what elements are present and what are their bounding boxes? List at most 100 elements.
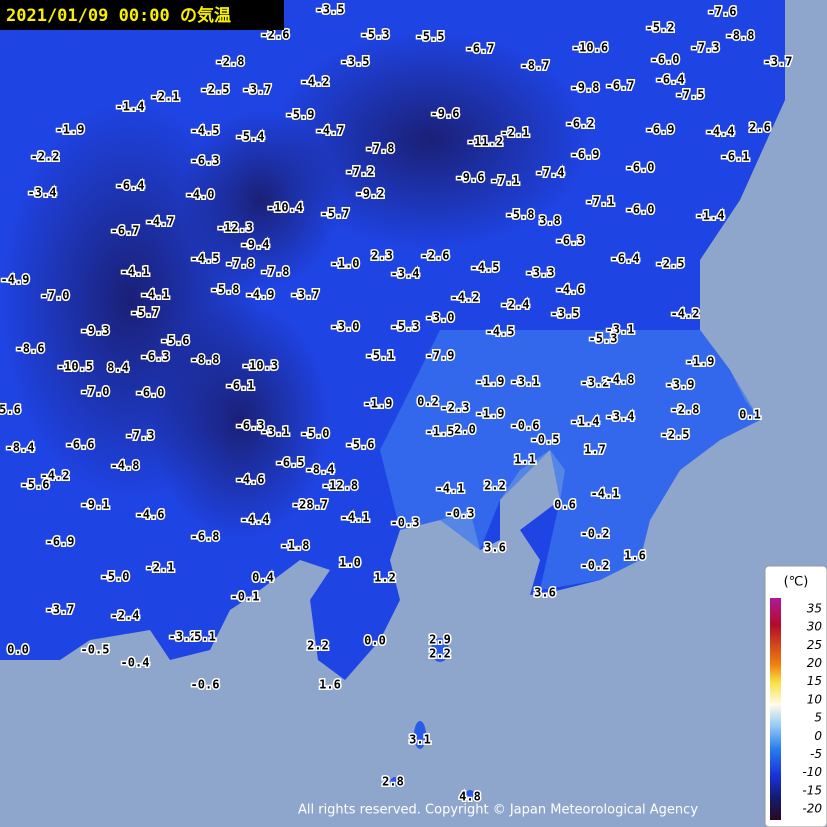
- station-temperature: -9.6: [456, 171, 485, 185]
- station-temperature: -2.3: [441, 401, 470, 415]
- station-temperature: -4.1: [591, 487, 620, 501]
- station-temperature: 2.8: [382, 775, 404, 789]
- station-temperature: -5.2: [646, 21, 675, 35]
- station-temperature: -7.5: [676, 88, 705, 102]
- station-temperature: -5.7: [321, 207, 350, 221]
- station-temperature: -3.5: [341, 55, 370, 69]
- station-temperature: -2.6: [421, 249, 450, 263]
- legend-label: 5: [814, 711, 822, 725]
- station-temperature: -4.5: [471, 261, 500, 275]
- legend-label: -5: [810, 747, 822, 761]
- station-temperature: -4.1: [121, 265, 150, 279]
- station-temperature: 8.4: [107, 361, 129, 375]
- colorbar: [770, 598, 781, 820]
- station-temperature: -3.2: [169, 630, 198, 644]
- station-temperature: -7.8: [226, 257, 255, 271]
- island: [390, 777, 400, 787]
- station-temperature: -6.0: [626, 161, 655, 175]
- station-temperature: -3.4: [391, 267, 420, 281]
- station-temperature: -3.1: [606, 323, 635, 337]
- station-temperature: -1.4: [696, 209, 725, 223]
- station-temperature: -6.7: [466, 42, 495, 56]
- legend-label: 30: [807, 620, 823, 634]
- station-temperature: -1.0: [331, 257, 360, 271]
- legend-unit: (℃): [784, 575, 809, 590]
- station-temperature: -4.5: [191, 124, 220, 138]
- station-temperature: -9.8: [571, 81, 600, 95]
- station-temperature: -4.4: [241, 513, 270, 527]
- station-temperature: 2.3: [371, 249, 393, 263]
- station-temperature: -7.9: [426, 349, 455, 363]
- station-temperature: -1.8: [281, 539, 310, 553]
- station-temperature: -5.3: [391, 320, 420, 334]
- station-temperature: -1.4: [116, 100, 145, 114]
- station-temperature: 1.6: [624, 549, 646, 563]
- legend-label: 0: [814, 729, 822, 743]
- mountains: [180, 110, 340, 290]
- station-temperature: 2.2: [484, 479, 506, 493]
- station-temperature: -6.6: [66, 438, 95, 452]
- station-temperature: -4.4: [706, 125, 735, 139]
- station-temperature: -5.3: [589, 332, 618, 346]
- station-temperature: -7.2: [346, 165, 375, 179]
- station-temperature: -4.2: [671, 307, 700, 321]
- station-temperature: -6.3: [141, 350, 170, 364]
- station-temperature: 1.6: [319, 678, 341, 692]
- station-temperature: -4.6: [236, 473, 265, 487]
- station-temperature: -3.5: [316, 3, 345, 17]
- station-temperature: -5.7: [131, 306, 160, 320]
- station-temperature: -6.4: [611, 252, 640, 266]
- station-temperature: -0.3: [446, 507, 475, 521]
- station-temperature: -1.9: [476, 375, 505, 389]
- title-box: [0, 0, 284, 30]
- station-temperature: -2.8: [671, 403, 700, 417]
- station-temperature: -6.9: [46, 535, 75, 549]
- station-temperature: -6.5: [276, 456, 305, 470]
- station-temperature: -3.7: [243, 83, 272, 97]
- station-temperature: 1.2: [374, 571, 396, 585]
- station-temperature: -9.1: [81, 498, 110, 512]
- station-temperature: -5.8: [506, 208, 535, 222]
- station-temperature: -3.4: [28, 186, 57, 200]
- station-temperature: -7.3: [691, 41, 720, 55]
- island: [431, 638, 449, 662]
- station-temperature: -4.8: [111, 459, 140, 473]
- station-temperature: -8.4: [6, 441, 35, 455]
- station-temperature: -4.2: [301, 75, 330, 89]
- legend-label: -15: [802, 783, 822, 797]
- station-temperature: -4.7: [146, 215, 175, 229]
- station-temperature: -9.6: [431, 107, 460, 121]
- station-temperature: -6.7: [606, 79, 635, 93]
- station-temperature: 0.0: [7, 643, 29, 657]
- legend-label: 10: [807, 692, 823, 706]
- station-temperature: -8.6: [16, 342, 45, 356]
- station-temperature: -3.9: [666, 378, 695, 392]
- legend-label: 25: [807, 638, 822, 652]
- station-temperature: -10.5: [57, 360, 93, 374]
- station-temperature: -8.7: [521, 59, 550, 73]
- station-temperature: -6.3: [191, 154, 220, 168]
- station-temperature: -0.2: [581, 527, 610, 541]
- station-temperature: -5.5: [416, 30, 445, 44]
- station-temperature: -9.3: [81, 324, 110, 338]
- station-temperature: -10.3: [242, 359, 278, 373]
- station-temperature: -6.4: [656, 73, 685, 87]
- station-temperature: -6.0: [136, 386, 165, 400]
- station-temperature: -4.1: [436, 482, 465, 496]
- station-temperature: -8.4: [306, 463, 335, 477]
- station-temperature: -6.8: [191, 530, 220, 544]
- station-temperature: -5.6: [21, 478, 50, 492]
- station-temperature: -2.4: [111, 609, 140, 623]
- station-temperature: 0.2: [417, 395, 439, 409]
- station-temperature: -6.9: [646, 123, 675, 137]
- station-temperature: -5.3: [361, 28, 390, 42]
- station-temperature: -9.2: [356, 187, 385, 201]
- station-temperature: -11.2: [467, 135, 503, 149]
- station-temperature: -10.4: [267, 201, 303, 215]
- legend-label: -20: [802, 802, 822, 816]
- station-temperature: 0.6: [554, 498, 576, 512]
- station-temperature: 0.4: [252, 571, 274, 585]
- station-temperature: -3.7: [291, 288, 320, 302]
- station-temperature: -8.8: [726, 29, 755, 43]
